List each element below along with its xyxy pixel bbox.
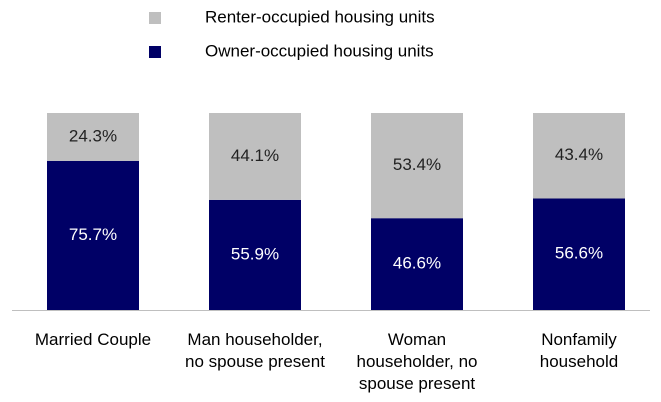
- data-label: 46.6%: [393, 254, 441, 273]
- x-tick-label: Married Couple: [34, 330, 152, 349]
- data-label: 43.4%: [555, 145, 603, 164]
- bar-segment: [209, 113, 301, 200]
- data-label: 75.7%: [69, 225, 117, 244]
- bar-segment: [533, 113, 625, 199]
- x-tick-label: Woman householder, no spouse present: [356, 330, 478, 393]
- x-tick-label: Man householder, no spouse present: [185, 330, 325, 371]
- legend-label: Owner-occupied housing units: [205, 41, 434, 60]
- data-label: 44.1%: [231, 146, 279, 165]
- data-label: 55.9%: [231, 244, 279, 263]
- legend-swatch: [149, 46, 161, 58]
- data-label: 56.6%: [555, 244, 603, 263]
- legend-swatch: [149, 12, 161, 24]
- bar-segment: [47, 113, 139, 161]
- legend-label: Renter-occupied housing units: [205, 7, 435, 26]
- data-label: 24.3%: [69, 126, 117, 145]
- x-tick-label: Nonfamily household: [539, 330, 619, 371]
- bar-segment: [371, 218, 463, 310]
- data-label: 53.4%: [393, 155, 441, 174]
- bar-segment: [533, 198, 625, 310]
- bar-segment: [47, 160, 139, 310]
- bar-segment: [209, 199, 301, 310]
- bar-segment: [371, 113, 463, 219]
